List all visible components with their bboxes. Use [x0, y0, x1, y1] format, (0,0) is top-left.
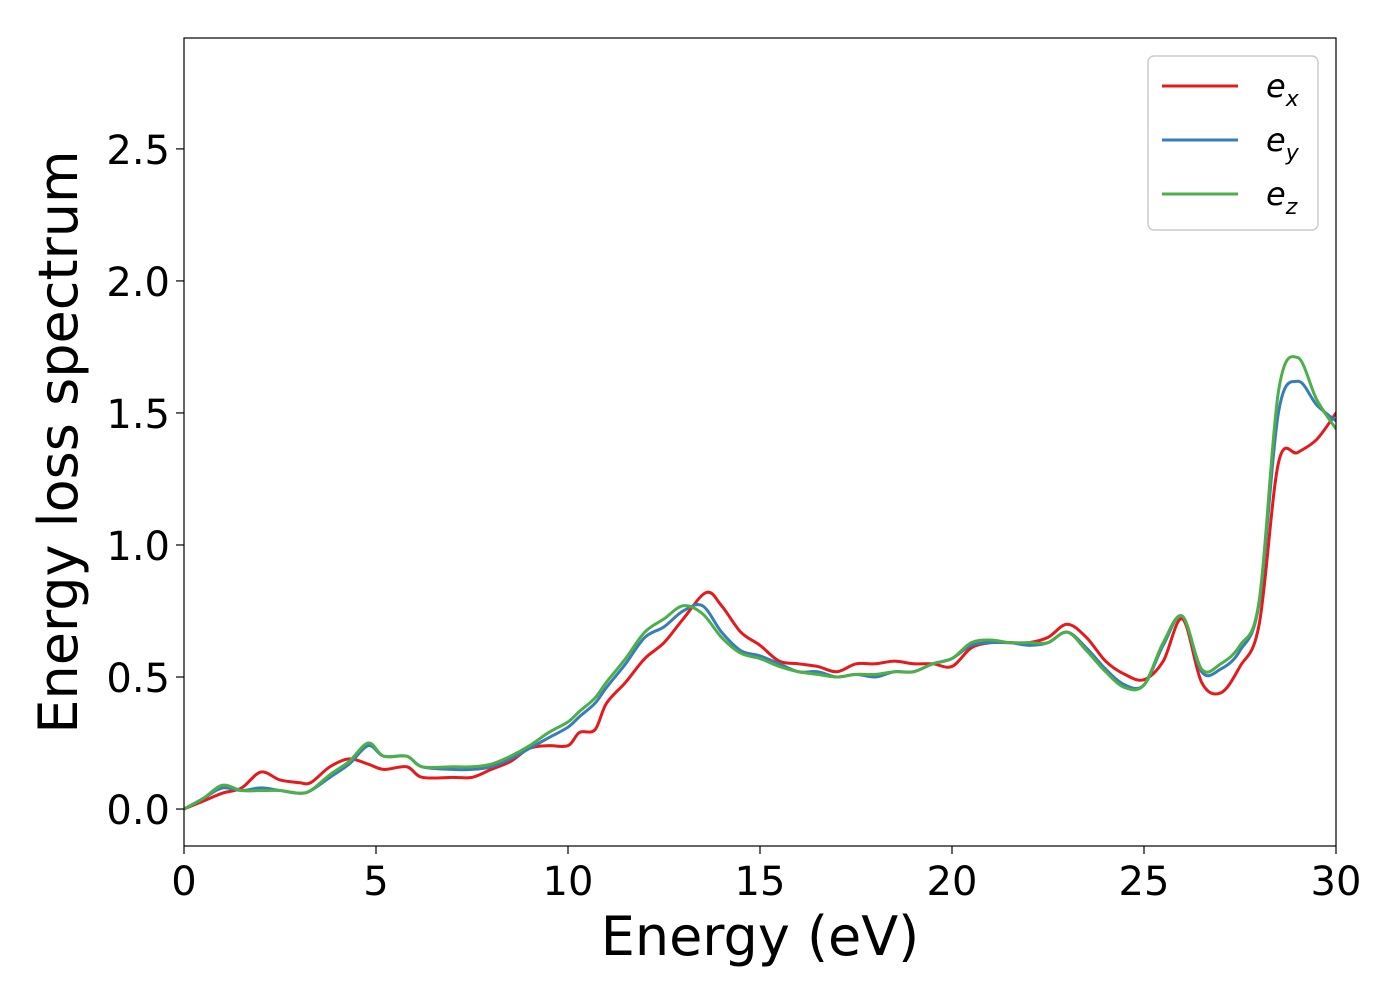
y-axis-label: Energy loss spectrum — [27, 150, 90, 733]
x-tick-label: 5 — [363, 859, 388, 905]
x-tick-label: 30 — [1311, 859, 1362, 905]
y-tick-label: 2.5 — [106, 128, 170, 174]
plot-area — [183, 37, 1337, 847]
legend-label-y: ey — [1266, 121, 1300, 166]
y-tick-label: 1.0 — [106, 524, 170, 570]
x-tick-label: 0 — [171, 859, 196, 905]
legend-items: ex ey ez — [1162, 67, 1300, 220]
legend-box — [1147, 55, 1319, 231]
series-lines — [184, 355, 1336, 811]
x-axis-label: Energy (eV) — [601, 905, 920, 968]
x-tick-label: 10 — [543, 859, 594, 905]
legend: ex ey ez — [1147, 55, 1319, 231]
y-tick-label: 0.0 — [106, 788, 170, 834]
x-tick-label: 15 — [735, 859, 786, 905]
y-tick-label: 1.5 — [106, 392, 170, 438]
y-tick-label: 0.5 — [106, 656, 170, 702]
x-tick-label: 20 — [927, 859, 978, 905]
x-axis: 0 5 10 15 20 25 30 — [171, 846, 1361, 905]
y-axis: 0.0 0.5 1.0 1.5 2.0 2.5 — [106, 128, 184, 834]
legend-label-z: ez — [1266, 175, 1298, 220]
legend-label-x: ex — [1266, 67, 1300, 112]
y-tick-label: 2.0 — [106, 260, 170, 306]
series-line-z — [184, 355, 1336, 811]
x-tick-label: 25 — [1119, 859, 1170, 905]
